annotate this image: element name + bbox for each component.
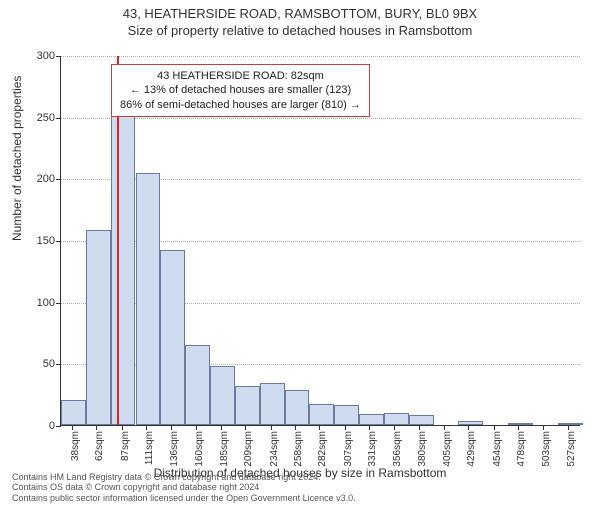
xtick-mark xyxy=(171,425,172,430)
ytick-label: 150 xyxy=(37,235,55,247)
xtick-label: 380sqm xyxy=(417,431,428,467)
xtick-label: 38sqm xyxy=(70,431,81,461)
histogram-bar xyxy=(458,421,483,425)
xtick-label: 209sqm xyxy=(243,431,254,467)
y-axis-title: Number of detached properties xyxy=(10,76,24,241)
xtick-label: 503sqm xyxy=(541,431,552,467)
credits: Contains HM Land Registry data © Crown c… xyxy=(12,472,356,504)
xtick-label: 234sqm xyxy=(269,431,280,467)
histogram-bar xyxy=(235,386,260,425)
xtick-label: 111sqm xyxy=(144,431,155,465)
histogram-bar xyxy=(111,86,136,425)
ytick-label: 300 xyxy=(37,50,55,62)
xtick-label: 307sqm xyxy=(343,431,354,467)
chart-title-main: 43, HEATHERSIDE ROAD, RAMSBOTTOM, BURY, … xyxy=(0,6,600,21)
histogram-bar xyxy=(260,383,285,425)
credits-line-3: Contains public sector information licen… xyxy=(12,493,356,504)
chart-title-sub: Size of property relative to detached ho… xyxy=(0,23,600,38)
xtick-label: 527sqm xyxy=(566,431,577,467)
histogram-bar xyxy=(508,423,533,425)
xtick-mark xyxy=(518,425,519,430)
histogram-bar xyxy=(136,173,161,425)
xtick-label: 405sqm xyxy=(442,431,453,467)
histogram-bar xyxy=(558,423,583,425)
xtick-mark xyxy=(494,425,495,430)
xtick-mark xyxy=(369,425,370,430)
histogram-bar xyxy=(185,345,210,425)
xtick-mark xyxy=(345,425,346,430)
xtick-label: 160sqm xyxy=(194,431,205,467)
histogram-bar xyxy=(86,230,111,425)
xtick-label: 62sqm xyxy=(94,431,105,461)
chart-titles: 43, HEATHERSIDE ROAD, RAMSBOTTOM, BURY, … xyxy=(0,6,600,38)
ytick-label: 100 xyxy=(37,297,55,309)
histogram-bar xyxy=(285,390,310,425)
chart-container: 43, HEATHERSIDE ROAD, RAMSBOTTOM, BURY, … xyxy=(0,6,600,506)
xtick-label: 282sqm xyxy=(317,431,328,467)
xtick-mark xyxy=(196,425,197,430)
ytick-mark xyxy=(56,56,61,57)
histogram-bar xyxy=(160,250,185,425)
xtick-label: 258sqm xyxy=(293,431,304,467)
ytick-label: 0 xyxy=(49,420,55,432)
xtick-mark xyxy=(72,425,73,430)
xtick-mark xyxy=(245,425,246,430)
xtick-mark xyxy=(221,425,222,430)
histogram-bar xyxy=(384,413,409,425)
xtick-label: 454sqm xyxy=(492,431,503,467)
xtick-mark xyxy=(444,425,445,430)
xtick-mark xyxy=(271,425,272,430)
ytick-mark xyxy=(56,241,61,242)
grid-line xyxy=(61,118,580,119)
xtick-mark xyxy=(295,425,296,430)
xtick-mark xyxy=(468,425,469,430)
ytick-label: 50 xyxy=(43,358,55,370)
xtick-mark xyxy=(568,425,569,430)
annotation-line: ← 13% of detached houses are smaller (12… xyxy=(120,83,361,97)
xtick-label: 136sqm xyxy=(169,431,180,467)
credits-line-1: Contains HM Land Registry data © Crown c… xyxy=(12,472,356,483)
plot-area: 43 HEATHERSIDE ROAD: 82sqm← 13% of detac… xyxy=(60,56,580,426)
ytick-mark xyxy=(56,303,61,304)
histogram-bar xyxy=(334,405,359,425)
histogram-bar xyxy=(309,404,334,425)
xtick-mark xyxy=(394,425,395,430)
ytick-mark xyxy=(56,364,61,365)
xtick-label: 87sqm xyxy=(120,431,131,461)
ytick-mark xyxy=(56,179,61,180)
xtick-label: 356sqm xyxy=(392,431,403,467)
xtick-mark xyxy=(419,425,420,430)
xtick-label: 185sqm xyxy=(219,431,230,467)
credits-line-2: Contains OS data © Crown copyright and d… xyxy=(12,482,356,493)
xtick-mark xyxy=(96,425,97,430)
annotation-box: 43 HEATHERSIDE ROAD: 82sqm← 13% of detac… xyxy=(111,64,370,117)
ytick-mark xyxy=(56,426,61,427)
xtick-mark xyxy=(319,425,320,430)
xtick-label: 331sqm xyxy=(367,431,378,467)
histogram-bar xyxy=(61,400,86,425)
histogram-bar xyxy=(409,415,434,425)
xtick-mark xyxy=(543,425,544,430)
ytick-label: 250 xyxy=(37,112,55,124)
xtick-label: 429sqm xyxy=(466,431,477,467)
xtick-mark xyxy=(146,425,147,430)
annotation-line: 86% of semi-detached houses are larger (… xyxy=(120,98,361,112)
ytick-label: 200 xyxy=(37,173,55,185)
ytick-mark xyxy=(56,118,61,119)
grid-line xyxy=(61,56,580,57)
histogram-bar xyxy=(210,366,235,425)
xtick-label: 478sqm xyxy=(516,431,527,467)
xtick-mark xyxy=(122,425,123,430)
annotation-line: 43 HEATHERSIDE ROAD: 82sqm xyxy=(120,69,361,83)
histogram-bar xyxy=(359,414,384,425)
